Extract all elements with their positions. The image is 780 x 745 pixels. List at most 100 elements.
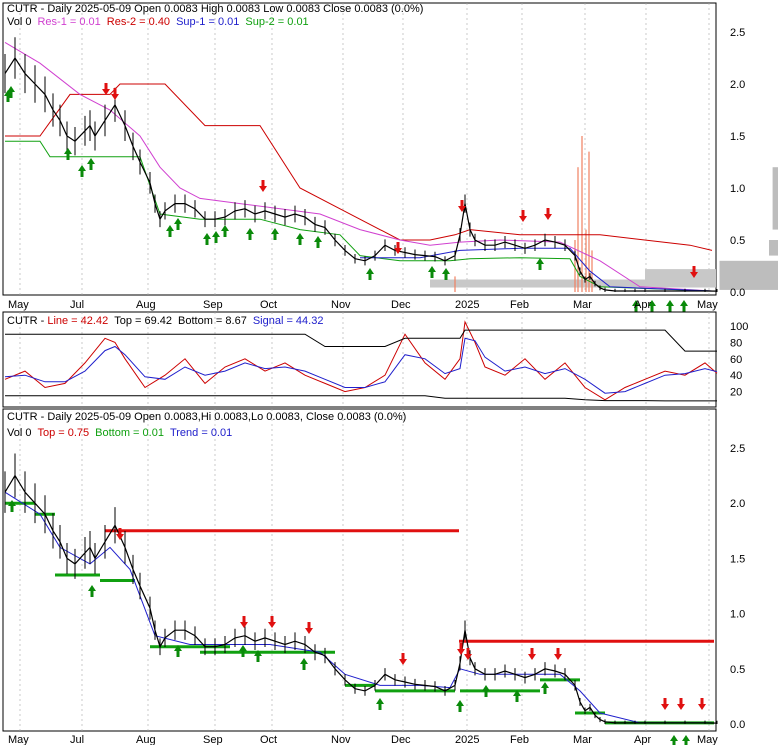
down-arrow-icon: [394, 242, 402, 254]
down-arrow-icon: [677, 698, 685, 710]
legend-line: Vol 0 Top = 0.75 Bottom = 0.01 Trend = 0.01: [7, 427, 232, 439]
price-panel: CUTR - Daily 2025-05-09 Open 0.0083 High…: [2, 2, 778, 312]
legend-item: Vol 0: [7, 16, 31, 28]
up-arrow-icon: [221, 225, 229, 237]
y-tick-label: 20: [730, 387, 742, 399]
y-tick-label: 0.0: [730, 287, 745, 299]
oscillator-panel: CUTR - Line = 42.42 Top = 69.42 Bottom = 8…: [2, 311, 748, 408]
y-tick-label: 1.5: [730, 131, 745, 143]
up-arrow-icon: [666, 300, 674, 312]
legend-item: Vol 0: [7, 427, 31, 439]
oscillator-panel-y-ticks: 100 80 60 40 20: [730, 321, 748, 399]
legend-item: Bottom = 8.67: [178, 315, 247, 327]
price-panel-title: CUTR - Daily 2025-05-09 Open 0.0083 High…: [7, 3, 423, 15]
price-panel-x-ticks: May Jul Aug Sep Oct Nov Dec 2025 Feb Mar Apr May: [8, 299, 718, 311]
x-tick-label: Aug: [136, 734, 156, 745]
x-tick-label: Jul: [70, 299, 84, 311]
x-tick-label: Apr: [634, 299, 651, 311]
x-tick-label: Oct: [260, 734, 277, 745]
x-tick-label: Aug: [136, 299, 156, 311]
up-arrow-icon: [7, 86, 15, 98]
y-tick-label: 100: [730, 321, 748, 333]
up-arrow-icon: [174, 645, 182, 657]
up-arrow-icon: [78, 165, 86, 177]
down-arrow-icon: [528, 648, 536, 660]
y-tick-label: 60: [730, 354, 742, 366]
legend-line: Vol 0 Res-1 = 0.01 Res-2 = 0.40 Sup-1 = 0.0…: [7, 16, 309, 28]
x-tick-label: Dec: [391, 734, 411, 745]
up-arrow-icon: [541, 682, 549, 694]
up-arrow-icon: [632, 300, 640, 312]
x-tick-label: Nov: [331, 734, 351, 745]
up-arrow-icon: [680, 300, 688, 312]
oscillator-panel-lines: [4, 320, 718, 402]
oscillator-top-line: [5, 329, 717, 352]
up-arrow-icon: [428, 266, 436, 278]
down-arrow-icon: [698, 698, 706, 710]
x-tick-label: May: [697, 299, 718, 311]
up-arrow-icon: [203, 233, 211, 245]
legend-item: Trend = 0.01: [170, 427, 232, 439]
volume-profile-bar: [769, 240, 778, 256]
trend-panel-frame: [2, 408, 717, 732]
y-tick-label: 2.5: [730, 443, 745, 455]
price-panel-y-ticks: 2.5 2.0 1.5 1.0 0.5 0.0: [730, 27, 745, 299]
x-tick-label: 2025: [455, 734, 479, 745]
volume-profile-bar: [645, 269, 716, 284]
up-arrow-icon: [536, 258, 544, 270]
volume-profile: [430, 136, 778, 292]
sup2-line: [5, 140, 713, 292]
up-arrow-icon: [648, 300, 656, 312]
legend-item: Top = 69.42: [114, 315, 172, 327]
down-arrow-icon: [240, 616, 248, 628]
oscillator-bottom-line: [5, 395, 717, 402]
up-arrow-icon: [88, 585, 96, 597]
oscillator-panel-legend: CUTR - Line = 42.42 Top = 69.42 Bottom = 8…: [7, 315, 323, 327]
volume-profile-bar: [760, 276, 778, 287]
trend-panel-arrows: [8, 500, 706, 745]
up-arrow-icon: [239, 645, 247, 657]
x-tick-label: Nov: [331, 299, 351, 311]
down-arrow-icon: [259, 180, 267, 192]
legend-line: CUTR - Line = 42.42 Top = 69.42 Bottom = 8…: [7, 315, 323, 327]
y-tick-label: 0.5: [730, 235, 745, 247]
sup1-line: [360, 247, 713, 292]
x-tick-label: Mar: [573, 299, 592, 311]
down-arrow-icon: [102, 83, 110, 95]
x-tick-label: May: [8, 299, 29, 311]
x-tick-label: Mar: [573, 734, 592, 745]
legend-item: Bottom = 0.01: [95, 427, 164, 439]
price-panel-lines: [4, 37, 718, 292]
up-arrow-icon: [482, 685, 490, 697]
up-arrow-icon: [166, 225, 174, 237]
up-arrow-icon: [314, 236, 322, 248]
up-arrow-icon: [254, 650, 262, 662]
y-tick-label: 80: [730, 337, 742, 349]
down-arrow-icon: [399, 653, 407, 665]
up-arrow-icon: [64, 148, 72, 160]
price-panel-arrows: [4, 83, 698, 312]
trend-panel: CUTR - Daily 2025-05-09 Open 0.0083,Hi 0…: [2, 408, 745, 745]
legend-item: Sup-2 = 0.01: [245, 16, 308, 28]
legend-item: Signal = 44.32: [253, 315, 324, 327]
legend-item: Sup-1 = 0.01: [176, 16, 239, 28]
oscillator-signal-line: [4, 337, 718, 394]
y-tick-label: 1.5: [730, 553, 745, 565]
up-arrow-icon: [174, 218, 182, 230]
y-tick-label: 2.0: [730, 498, 745, 510]
down-arrow-icon: [554, 648, 562, 660]
x-tick-label: Apr: [634, 734, 651, 745]
up-arrow-icon: [456, 700, 464, 712]
down-arrow-icon: [457, 643, 465, 655]
y-tick-label: 0.5: [730, 664, 745, 676]
up-arrow-icon: [271, 228, 279, 240]
x-tick-label: Oct: [260, 299, 277, 311]
x-tick-label: Feb: [510, 299, 529, 311]
legend-prefix: CUTR -: [7, 315, 47, 327]
x-tick-label: May: [8, 734, 29, 745]
res2-line: [5, 83, 713, 251]
down-arrow-icon: [544, 208, 552, 220]
trend-panel-legend: Vol 0 Top = 0.75 Bottom = 0.01 Trend = 0.01: [7, 427, 232, 439]
x-tick-label: May: [697, 734, 718, 745]
up-arrow-icon: [87, 158, 95, 170]
